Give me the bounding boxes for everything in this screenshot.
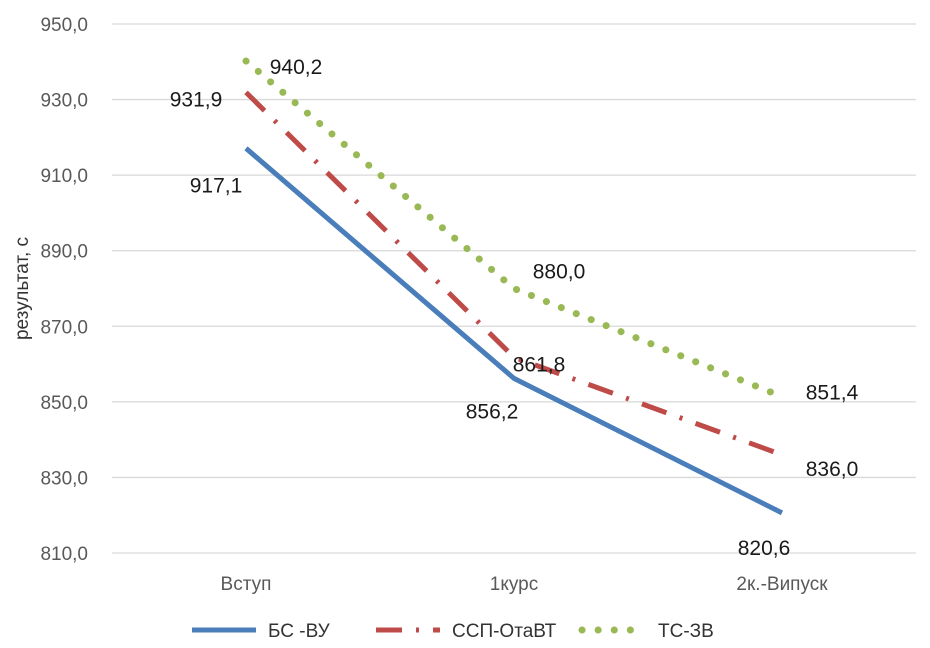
data-label: 940,2 xyxy=(270,56,323,79)
x-tick-label: 2к.-Випуск xyxy=(736,574,828,595)
data-label: 851,4 xyxy=(806,382,859,405)
y-tick-label: 810,0 xyxy=(40,544,88,565)
x-axis-ticks: Вступ 1курс 2к.-Випуск xyxy=(221,574,829,595)
x-tick-label: 1курс xyxy=(490,574,538,595)
data-label: 861,8 xyxy=(513,353,566,376)
y-tick-label: 930,0 xyxy=(40,91,88,112)
data-label: 880,0 xyxy=(533,261,586,284)
legend-label: ТС-ЗВ xyxy=(658,621,714,642)
data-label: 820,6 xyxy=(738,537,791,560)
x-tick-label: Вступ xyxy=(221,574,272,595)
series-lines xyxy=(242,57,786,516)
data-labels: 917,1 856,2 820,6 931,9 861,8 836,0 940,2 880,0… xyxy=(170,56,859,560)
y-axis-ticks: 810,0 830,0 850,0 870,0 890,0 910,0 930,0 950,0 xyxy=(40,15,88,565)
legend-label: БС -ВУ xyxy=(268,621,331,642)
data-label: 931,9 xyxy=(170,88,223,111)
data-label: 856,2 xyxy=(466,400,519,423)
y-tick-label: 850,0 xyxy=(40,393,88,414)
legend-label: ССП-ОтаВТ xyxy=(452,621,557,642)
series-line xyxy=(244,90,783,458)
legend: БС -ВУ ССП-ОтаВТ ТС-ЗВ xyxy=(192,621,714,642)
data-label: 917,1 xyxy=(190,174,243,197)
series-line xyxy=(242,57,786,401)
y-tick-label: 890,0 xyxy=(40,242,88,263)
y-tick-label: 910,0 xyxy=(40,166,88,187)
y-tick-label: 950,0 xyxy=(40,15,88,36)
gridlines xyxy=(112,23,916,554)
data-label: 836,0 xyxy=(806,458,859,481)
series-line xyxy=(244,146,784,516)
y-tick-label: 830,0 xyxy=(40,468,88,489)
y-axis-title: результат, с xyxy=(12,237,33,340)
y-tick-label: 870,0 xyxy=(40,317,88,338)
